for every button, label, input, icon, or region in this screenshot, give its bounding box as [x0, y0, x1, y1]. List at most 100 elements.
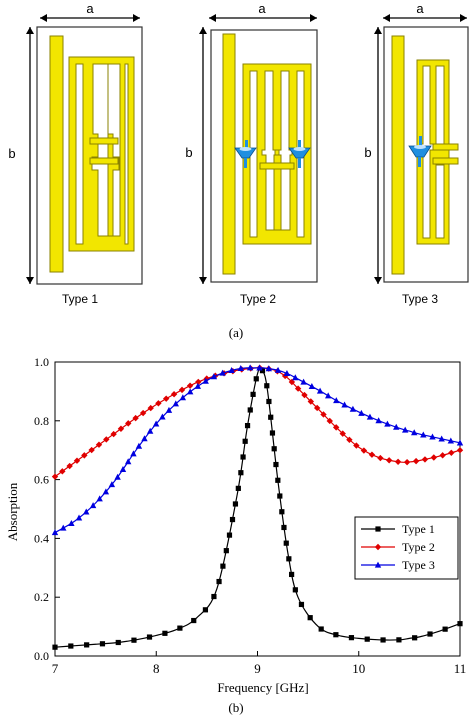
type2-cut-wire	[222, 33, 236, 275]
data-point	[226, 532, 233, 538]
x-tick-label: 7	[52, 661, 59, 676]
data-point	[448, 449, 455, 457]
data-point	[102, 488, 110, 495]
data-point	[103, 436, 110, 443]
data-point	[83, 508, 90, 515]
type3-label: Type 3	[402, 292, 438, 306]
data-point	[191, 617, 197, 624]
legend-item: Type 1	[361, 522, 435, 536]
type3-gap-pad-top	[432, 143, 459, 151]
data-point	[300, 378, 307, 385]
data-point	[412, 635, 418, 641]
legend-box	[354, 516, 459, 580]
data-point	[246, 364, 254, 371]
data-point	[135, 442, 143, 449]
data-point	[147, 404, 154, 412]
type1-cut-wire	[49, 35, 64, 273]
y-axis-label: Absorption	[5, 482, 20, 541]
data-point	[401, 426, 409, 433]
legend-swatch-marker	[374, 543, 382, 551]
y-tick-label: 0.8	[34, 414, 49, 428]
data-point	[447, 437, 455, 444]
data-point	[60, 524, 67, 531]
data-point	[165, 406, 173, 413]
data-point	[238, 470, 244, 476]
y-tick-label: 0.0	[34, 649, 49, 663]
data-point	[274, 366, 282, 373]
data-point	[124, 458, 132, 465]
data-point	[332, 424, 340, 431]
data-point	[292, 374, 299, 381]
data-point	[88, 446, 95, 454]
legend-swatch-marker	[375, 526, 381, 532]
data-point	[68, 643, 74, 649]
data-point	[403, 458, 411, 466]
data-point	[259, 368, 266, 374]
chart-series	[51, 364, 464, 650]
type1-label: Type 1	[62, 292, 98, 306]
y-tick-label: 0.4	[34, 531, 49, 545]
data-point	[223, 548, 229, 554]
data-point	[242, 438, 248, 444]
data-point	[353, 442, 360, 449]
data-point	[339, 430, 346, 437]
data-point	[96, 495, 103, 502]
data-point	[456, 439, 464, 446]
data-point	[368, 451, 376, 458]
chart-axes: 7 8 9 10 11 0.0 0.2 0.4 0.6 0.8 1.0	[34, 355, 466, 676]
legend-label: Type 1	[402, 522, 435, 536]
data-point	[268, 414, 274, 420]
data-point	[360, 447, 368, 454]
data-point	[283, 540, 289, 546]
data-point	[279, 509, 285, 515]
type3-resonator	[416, 59, 450, 245]
data-point	[439, 452, 446, 459]
data-point	[216, 578, 222, 585]
data-point	[346, 436, 353, 443]
data-point	[237, 364, 244, 371]
panel-a-caption: (a)	[229, 325, 243, 340]
data-point	[349, 405, 357, 412]
type2-height-label: b	[185, 145, 192, 160]
data-point	[456, 447, 464, 454]
type2-varactor-right	[288, 140, 311, 168]
data-point	[364, 636, 370, 642]
data-point	[324, 392, 332, 399]
data-point	[430, 454, 438, 461]
type3-cut-wire	[391, 35, 405, 275]
data-point	[326, 417, 333, 425]
data-point	[115, 639, 121, 646]
data-point	[385, 457, 393, 464]
data-point	[240, 454, 246, 460]
data-point	[275, 477, 281, 483]
data-point	[235, 485, 241, 491]
data-point	[273, 461, 279, 468]
data-point	[348, 635, 355, 641]
data-point	[95, 441, 103, 448]
x-tick-label: 9	[254, 661, 261, 676]
panel-a: a b Type 1 a b	[8, 1, 469, 340]
data-point	[427, 631, 433, 637]
y-tick-label: 0.2	[34, 590, 49, 604]
type1-width-label: a	[86, 1, 94, 16]
chart-legend: Type 1 Type 2 Type 3	[354, 516, 459, 580]
legend-item: Type 3	[361, 558, 435, 572]
data-point	[333, 632, 339, 638]
data-point	[131, 637, 137, 643]
data-point	[99, 641, 106, 647]
data-point	[75, 514, 83, 521]
data-point	[81, 452, 88, 459]
type2-resonator	[242, 63, 312, 245]
data-point	[283, 369, 291, 376]
data-point	[51, 473, 59, 480]
data-point	[177, 625, 183, 631]
data-point	[277, 493, 283, 499]
data-point	[114, 473, 121, 480]
type1-gap-pad-top	[89, 137, 119, 145]
data-point	[412, 457, 420, 465]
data-point	[186, 382, 194, 389]
x-tick-label: 11	[454, 661, 467, 676]
data-point	[162, 395, 170, 402]
data-point	[117, 425, 125, 432]
